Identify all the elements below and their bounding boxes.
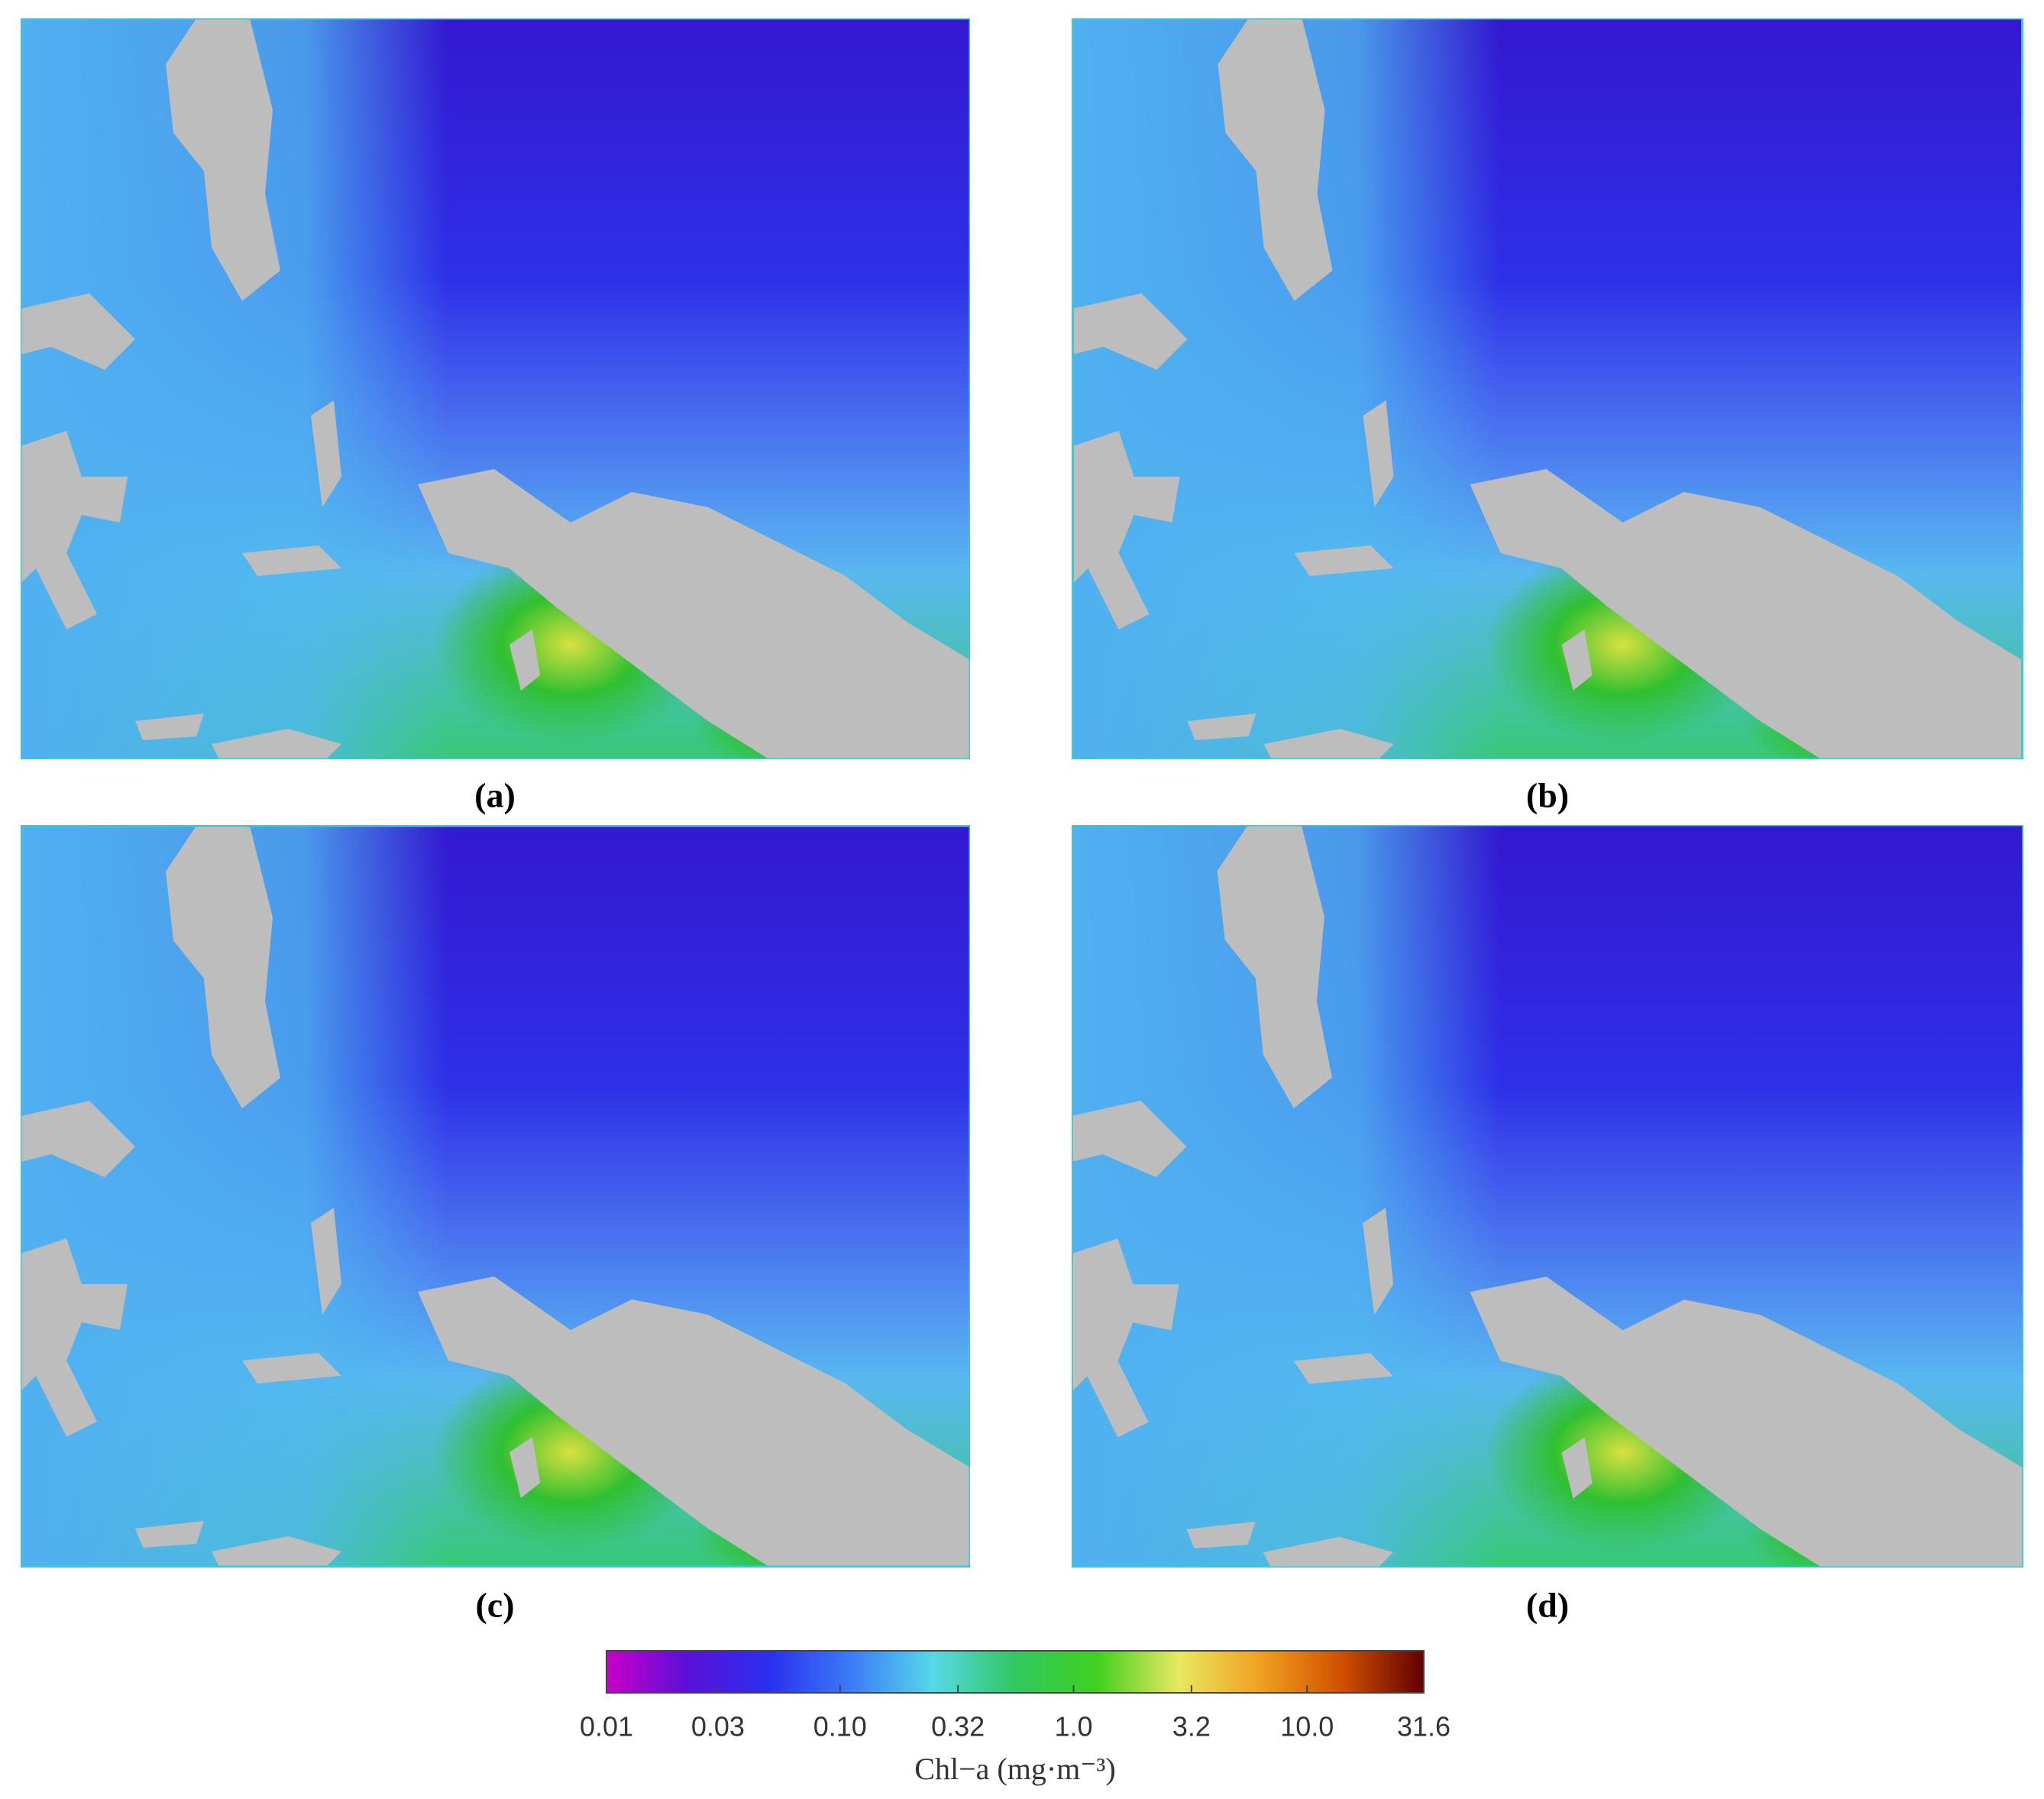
colorbar-tick-label: 3.2 xyxy=(1172,1711,1211,1742)
colorbar-tick-label: 1.0 xyxy=(1054,1711,1092,1742)
map-panel xyxy=(1072,18,2023,759)
map-panel xyxy=(21,825,970,1568)
colorbar-tick-label: 0.03 xyxy=(691,1711,745,1742)
colorbar xyxy=(606,1650,1425,1694)
panel-label: (c) xyxy=(475,1586,514,1625)
colorbar-tick-label: 10.0 xyxy=(1280,1711,1334,1742)
panel-label: (a) xyxy=(474,776,516,815)
colorbar-tick-label: 0.01 xyxy=(580,1711,633,1742)
map-panel xyxy=(21,18,970,759)
map-panel xyxy=(1072,825,2023,1568)
colorbar-tick-label: 0.10 xyxy=(813,1711,867,1742)
colorbar-tick-label: 31.6 xyxy=(1397,1711,1451,1742)
colorbar-label: Chl−a (mg·m⁻³) xyxy=(914,1752,1115,1786)
panel-label: (b) xyxy=(1526,776,1569,815)
colorbar-tick-label: 0.32 xyxy=(931,1711,985,1742)
panel-label: (d) xyxy=(1526,1586,1569,1625)
